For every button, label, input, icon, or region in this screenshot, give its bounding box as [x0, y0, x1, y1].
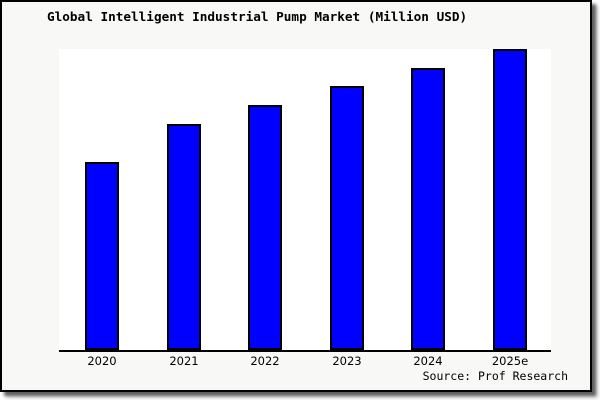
bar-2025e: [493, 49, 527, 350]
x-tick-label-2020: 2020: [87, 354, 117, 368]
x-tick-label-2024: 2024: [413, 354, 443, 368]
x-tick-label-2022: 2022: [250, 354, 280, 368]
bar-2024: [411, 68, 445, 350]
chart-figure: Global Intelligent Industrial Pump Marke…: [0, 0, 592, 392]
bar-2023: [330, 86, 364, 350]
chart-title: Global Intelligent Industrial Pump Marke…: [47, 9, 468, 24]
x-axis-labels: 2020 2021 2022 2023 2024 2025e: [59, 354, 551, 370]
source-credit: Source: Prof Research: [422, 369, 568, 383]
bar-2021: [167, 124, 201, 350]
x-tick-label-2023: 2023: [332, 354, 362, 368]
bar-2022: [248, 105, 282, 350]
bar-2020: [85, 162, 119, 350]
x-tick-label-2025e: 2025e: [491, 354, 529, 368]
plot-area: [59, 49, 551, 352]
x-tick-label-2021: 2021: [169, 354, 199, 368]
